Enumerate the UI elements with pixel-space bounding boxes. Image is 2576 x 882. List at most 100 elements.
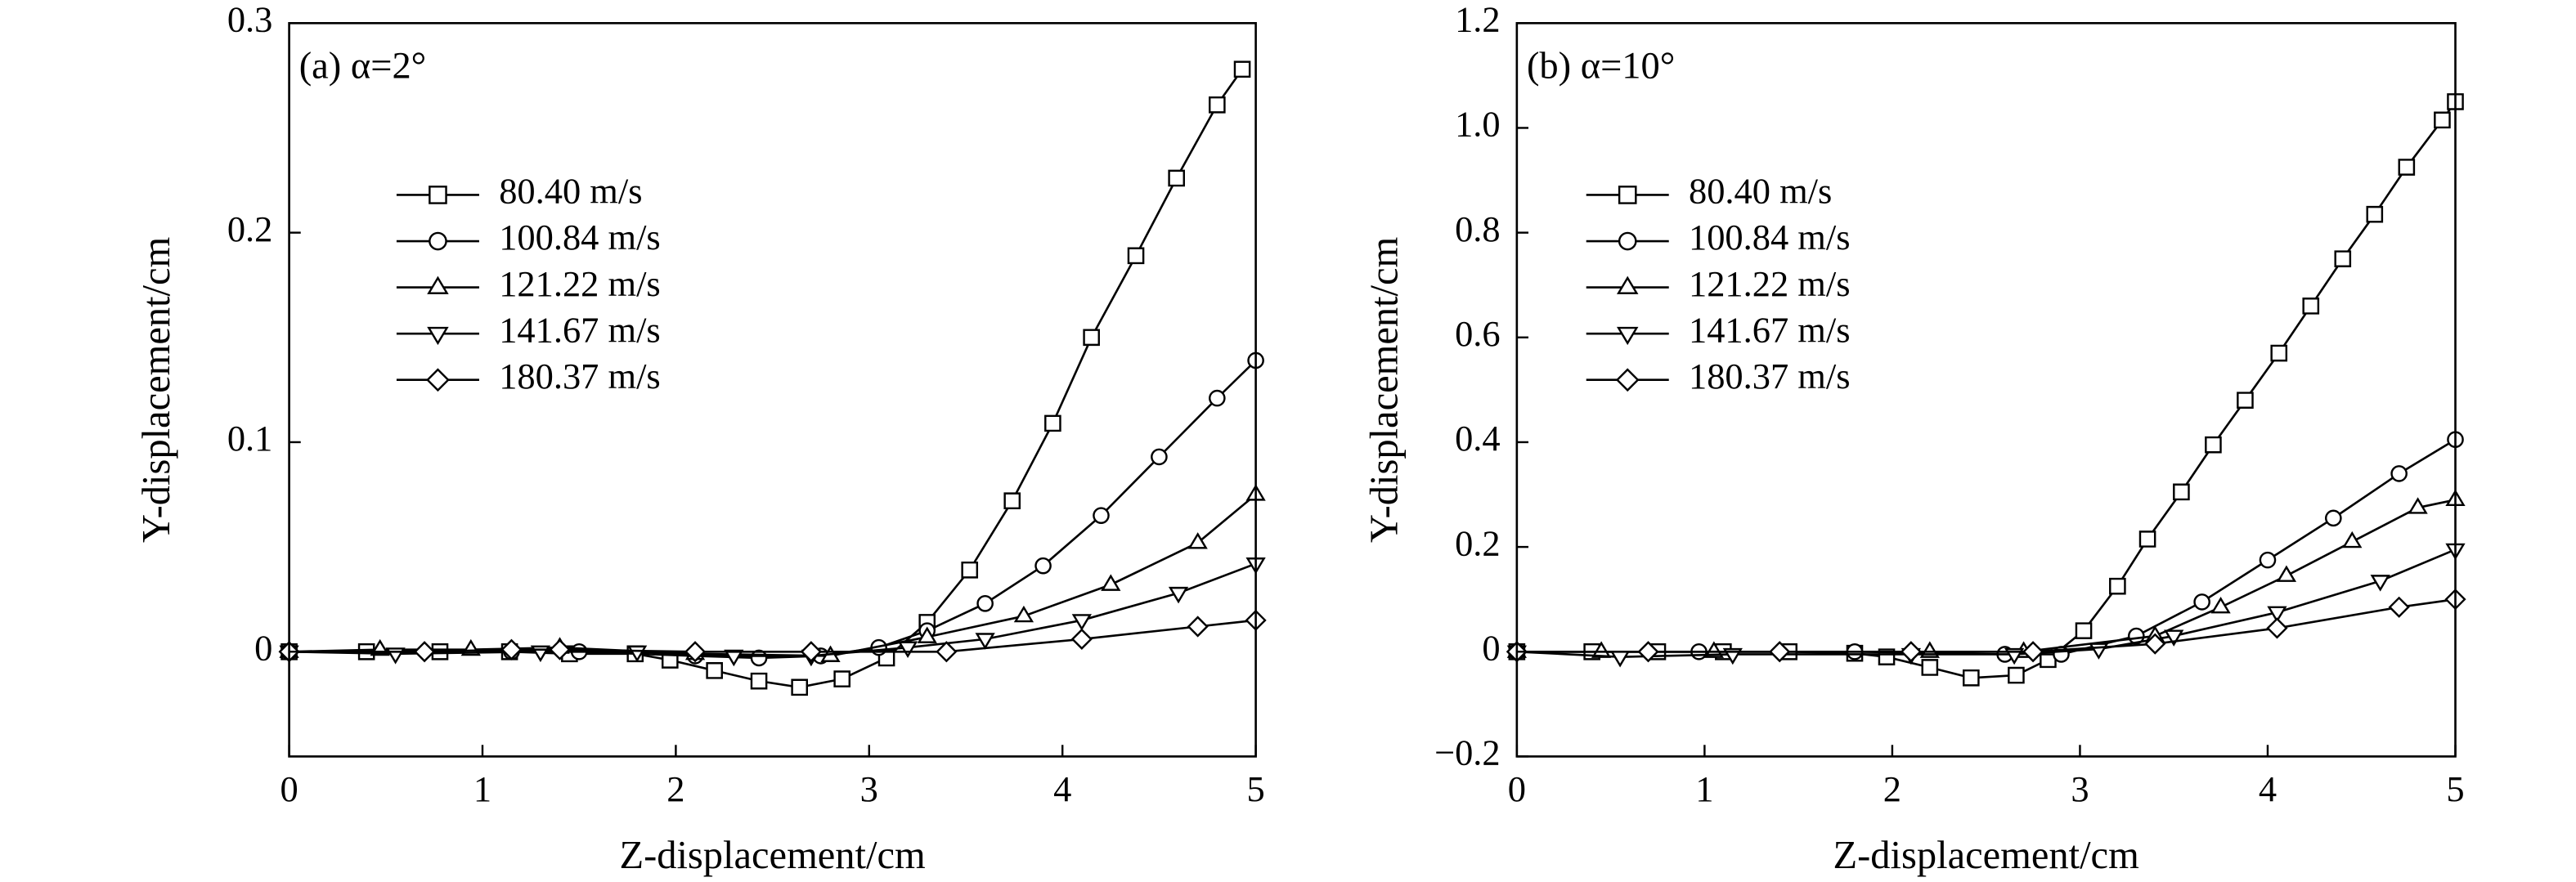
data-point	[2276, 565, 2297, 582]
data-point	[1044, 414, 1061, 432]
data-point	[2325, 509, 2342, 527]
data-point	[500, 638, 523, 660]
data-point	[917, 626, 937, 643]
data-point	[2266, 617, 2288, 639]
data-point	[1168, 586, 1189, 604]
legend-marker	[1616, 275, 1639, 294]
data-point	[800, 641, 822, 663]
data-point	[2008, 666, 2025, 684]
y-axis-label: Y-displacement/cm	[1362, 237, 1406, 543]
legend-label: 180.37 m/s	[499, 356, 661, 396]
y-tick-label: −0.2	[1434, 732, 1501, 773]
data-point	[2408, 497, 2428, 514]
plot-frame	[1515, 21, 2457, 758]
legend-label: 141.67 m/s	[499, 309, 661, 350]
data-point	[1637, 641, 1659, 663]
data-line	[1516, 548, 2457, 658]
data-point	[2193, 593, 2210, 611]
data-point	[1233, 60, 1251, 78]
x-tick-label: 0	[280, 768, 298, 809]
data-point	[2173, 483, 2190, 501]
data-point	[897, 641, 918, 658]
legend-marker	[429, 186, 447, 204]
data-point	[2138, 531, 2156, 548]
x-tick-label: 4	[1053, 768, 1071, 809]
x-tick-label: 3	[2071, 768, 2089, 809]
data-point	[1003, 492, 1021, 510]
data-point	[1703, 641, 1724, 658]
data-point	[2388, 596, 2410, 618]
legend-label: 100.84 m/s	[1689, 217, 1851, 257]
data-point	[1034, 557, 1052, 575]
data-point	[2164, 629, 2184, 647]
data-point	[1963, 669, 1980, 687]
data-point	[2089, 642, 2109, 660]
data-point	[2144, 633, 2166, 655]
data-point	[1070, 628, 1093, 650]
y-tick-label: 0.1	[227, 418, 273, 459]
data-point	[1013, 605, 1034, 623]
legend-marker	[1616, 326, 1639, 346]
data-point	[2302, 298, 2320, 315]
x-tick-label: 1	[1695, 768, 1713, 809]
data-point	[2237, 392, 2254, 409]
data-point	[1187, 616, 1209, 638]
legend-label: 141.67 m/s	[1689, 309, 1851, 350]
annotation: (b) α=10°	[1527, 46, 1675, 87]
data-point	[2366, 205, 2384, 223]
data-point	[2205, 436, 2222, 454]
data-point	[1127, 247, 1145, 265]
data-point	[2259, 551, 2277, 569]
legend-marker	[427, 275, 449, 294]
legend-label: 180.37 m/s	[1689, 356, 1851, 396]
data-point	[750, 649, 768, 667]
data-point	[2210, 596, 2231, 614]
data-point	[549, 638, 571, 660]
legend-marker	[1618, 231, 1637, 251]
data-point	[750, 672, 768, 690]
data-point	[2075, 622, 2093, 639]
y-tick-label: 0.8	[1455, 208, 1501, 249]
y-tick-label: 0.3	[227, 0, 273, 40]
plot-frame	[288, 21, 1257, 758]
y-tick-label: 0.6	[1455, 313, 1501, 354]
data-point	[1187, 532, 1208, 549]
legend-marker	[427, 326, 449, 346]
x-axis-label: Z-displacement/cm	[619, 834, 925, 877]
legend-marker	[429, 231, 447, 251]
data-point	[2109, 577, 2126, 595]
data-point	[706, 662, 723, 679]
data-point	[2334, 250, 2352, 267]
data-point	[2022, 641, 2044, 663]
data-point	[1151, 448, 1168, 466]
y-tick-label: 0.4	[1455, 418, 1501, 459]
y-tick-label: 1.2	[1455, 0, 1501, 40]
data-point	[833, 670, 851, 687]
data-point	[1900, 641, 1922, 663]
y-tick-label: 1.0	[1455, 104, 1501, 145]
data-point	[2398, 159, 2416, 176]
data-point	[2370, 575, 2390, 592]
data-point	[2434, 111, 2451, 129]
annotation: (a) α=2°	[299, 46, 427, 87]
data-point	[1209, 389, 1226, 407]
data-point	[1071, 614, 1092, 631]
data-point	[791, 678, 808, 696]
data-point	[1101, 574, 1121, 591]
data-point	[1083, 329, 1100, 347]
x-tick-label: 4	[2259, 768, 2277, 809]
data-line	[289, 619, 1256, 653]
x-tick-label: 2	[1883, 768, 1901, 809]
data-point	[1769, 641, 1791, 663]
data-point	[684, 641, 707, 663]
x-tick-label: 3	[860, 768, 878, 809]
y-axis-label: Y-displacement/cm	[135, 237, 178, 543]
data-point	[1609, 651, 1631, 668]
data-point	[1168, 169, 1185, 187]
data-point	[1209, 96, 1226, 114]
x-tick-label: 0	[1508, 768, 1526, 809]
data-point	[961, 561, 979, 579]
data-point	[2342, 531, 2363, 548]
data-point	[1093, 507, 1110, 524]
legend-label: 121.22 m/s	[1689, 263, 1851, 304]
